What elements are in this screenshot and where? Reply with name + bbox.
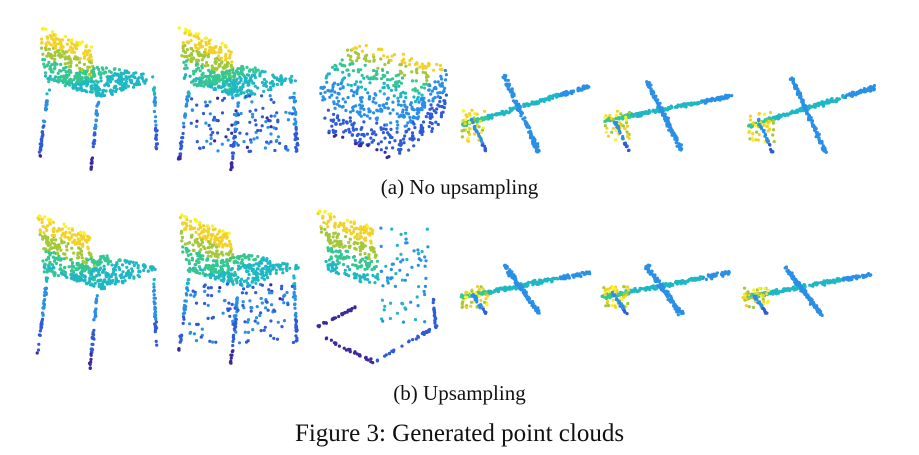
row-no-upsampling: [0, 14, 919, 176]
point-cloud-chair-a3: [312, 14, 454, 164]
point-cloud-airplane-a5: [598, 66, 738, 166]
caption-upsampling: (b) Upsampling: [393, 381, 526, 405]
point-cloud-airplane-b4: [455, 255, 597, 325]
point-cloud-chair-b1: [26, 200, 168, 372]
figure-caption: Figure 3: Generated point clouds: [294, 420, 625, 447]
point-cloud-chair-a2: [168, 14, 308, 176]
point-cloud-airplane-a6: [742, 60, 882, 170]
point-cloud-chair-b2: [168, 200, 308, 368]
point-cloud-chair-a1: [28, 14, 168, 174]
point-cloud-chair-b3: [310, 200, 450, 376]
point-cloud-airplane-b5: [596, 255, 738, 325]
point-cloud-airplane-b6: [736, 258, 878, 324]
caption-no-upsampling: (a) No upsampling: [380, 175, 539, 199]
point-cloud-airplane-a4: [455, 59, 595, 169]
row-upsampling: [0, 200, 919, 382]
